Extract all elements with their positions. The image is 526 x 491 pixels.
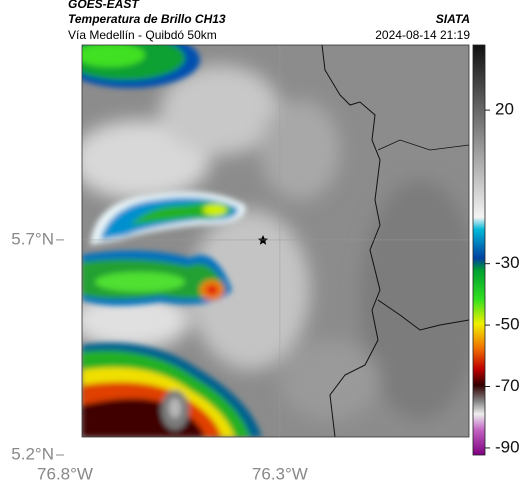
- satellite-image: [82, 45, 469, 437]
- lon-tick-label: 76.8°W: [37, 464, 93, 483]
- route: Vía Medellín - Quibdó 50km: [68, 28, 217, 42]
- source: SIATA: [436, 12, 470, 26]
- colorbar: [472, 44, 486, 456]
- subtitle: Temperatura de Brillo CH13: [68, 12, 226, 26]
- lat-tick-label: 5.7°N: [11, 229, 54, 248]
- map-frame: [81, 44, 470, 438]
- colorbar-tick-label: -50: [495, 315, 520, 334]
- timestamp: 2024-08-14 21:19: [375, 28, 470, 42]
- lon-tick-label: 76.3°W: [252, 464, 308, 483]
- colorbar-tick-label: -30: [495, 253, 520, 272]
- colorbar-tick-label: -90: [495, 437, 520, 456]
- lat-tick-label: 5.2°N: [11, 444, 54, 463]
- title: GOES-EAST: [68, 0, 140, 11]
- colorbar-tick-label: -70: [495, 376, 520, 395]
- colorbar-tick-label: 20: [495, 100, 514, 119]
